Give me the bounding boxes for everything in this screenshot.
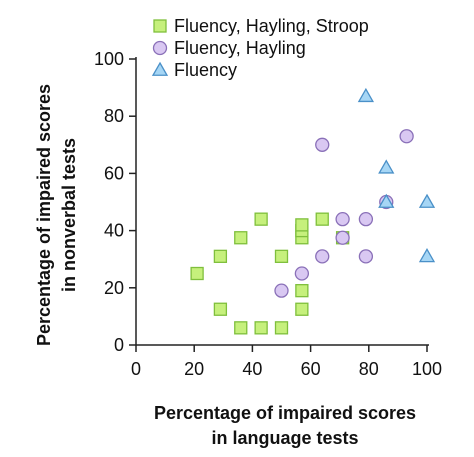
legend-label: Fluency [174, 60, 237, 80]
x-tick-label: 60 [301, 359, 321, 379]
x-tick-label: 0 [131, 359, 141, 379]
data-point-square [295, 284, 309, 298]
data-point-triangle [378, 159, 395, 174]
data-point-square [274, 249, 289, 263]
data-point-triangle [378, 193, 395, 208]
y-axis-title-line-1: Percentage of impaired scores [34, 84, 54, 346]
y-tick-label: 60 [104, 163, 124, 183]
legend-label: Fluency, Hayling, Stroop [174, 16, 369, 36]
data-point-square [254, 212, 268, 226]
data-point-square [213, 302, 228, 316]
data-point-circle [315, 137, 330, 152]
data-point-circle [335, 212, 350, 227]
x-axis-title-line-2: in language tests [211, 428, 358, 448]
x-tick-label: 100 [412, 359, 442, 379]
data-point-square [190, 266, 204, 281]
data-point-circle [335, 230, 350, 245]
data-point-circle [294, 266, 310, 281]
y-tick-label: 0 [114, 335, 124, 355]
data-point-square [213, 249, 228, 263]
legend-label: Fluency, Hayling [174, 38, 306, 58]
axes: 0 20 40 60 80 100 0 20 40 60 80 100 [94, 49, 442, 379]
x-axis-title-line-1: Percentage of impaired scores [154, 403, 416, 423]
data-point-circle [274, 283, 289, 298]
legend-marker-triangle [151, 61, 169, 76]
data-point-square [315, 212, 329, 226]
data-point-square [234, 321, 248, 335]
data-point-circle [399, 129, 414, 144]
legend-marker-circle [152, 40, 168, 56]
data-point-square [295, 218, 309, 232]
legend-marker-square [153, 19, 167, 33]
y-tick-label: 100 [94, 49, 124, 69]
data-point-square [295, 302, 309, 316]
data-point-square [274, 321, 289, 335]
data-point-square [254, 321, 268, 335]
y-tick-label: 20 [104, 278, 124, 298]
x-tick-label: 80 [359, 359, 379, 379]
x-tick-label: 20 [184, 359, 204, 379]
data-points [190, 87, 436, 335]
data-point-circle [358, 249, 374, 264]
x-tick-label: 40 [242, 359, 262, 379]
data-point-square [234, 231, 248, 245]
y-tick-label: 80 [104, 106, 124, 126]
data-point-triangle [418, 248, 436, 263]
y-axis-title-line-2: in nonverbal tests [59, 138, 79, 292]
data-point-triangle [418, 193, 436, 208]
y-tick-label: 40 [104, 221, 124, 241]
data-point-circle [358, 212, 374, 227]
data-point-circle [315, 249, 330, 264]
data-point-triangle [357, 87, 375, 103]
